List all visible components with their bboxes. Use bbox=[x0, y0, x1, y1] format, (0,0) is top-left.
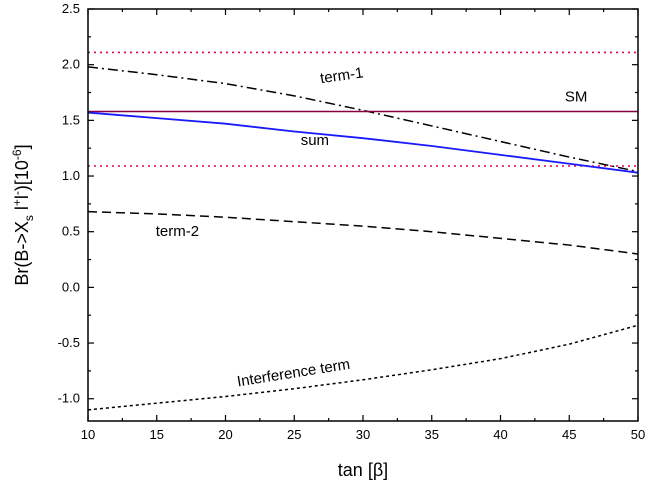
y-tick-label: 0.5 bbox=[62, 224, 80, 239]
x-tick-label: 35 bbox=[425, 427, 439, 442]
x-tick-label: 15 bbox=[150, 427, 164, 442]
y-tick-label: 2.0 bbox=[62, 57, 80, 72]
y-axis-title: Br(B->Xs l+l-)[10-6] bbox=[10, 144, 36, 285]
annotation-term-2: term-2 bbox=[156, 223, 199, 240]
y-title-sup-minus: - bbox=[10, 191, 24, 195]
x-tick-label: 30 bbox=[356, 427, 370, 442]
x-tick-label: 40 bbox=[493, 427, 507, 442]
y-tick-label: 1.5 bbox=[62, 112, 80, 127]
axes: 10 15 20 25 30 35 40 45 50 -1.0 -0.5 0.0 0.5 1.0 1.5 2.… bbox=[58, 1, 646, 442]
x-tick-label: 20 bbox=[218, 427, 232, 442]
y-tick-label: 2.5 bbox=[62, 1, 80, 16]
y-title-sup-plus: + bbox=[10, 199, 24, 206]
x-tick-label: 10 bbox=[81, 427, 95, 442]
y-tick-label: 0.0 bbox=[62, 279, 80, 294]
series-sum bbox=[87, 111, 639, 174]
series-term-2 bbox=[87, 210, 639, 255]
y-title-sub-s: s bbox=[22, 215, 36, 221]
annotation-interference-term: Interference term bbox=[236, 356, 351, 391]
y-title-end: )[10 bbox=[12, 160, 32, 191]
plot-frame bbox=[87, 8, 639, 422]
annotation-sum: sum bbox=[301, 132, 329, 149]
x-tick-label: 25 bbox=[287, 427, 301, 442]
y-tick-label: -0.5 bbox=[58, 335, 80, 350]
y-title-base: Br(B->X bbox=[12, 221, 32, 286]
plot-content: term-1 SM sum term-2 Interference term bbox=[87, 51, 639, 411]
y-tick-label: -1.0 bbox=[58, 391, 80, 406]
y-tick-label: 1.0 bbox=[62, 168, 80, 183]
series-interference-term bbox=[87, 324, 639, 411]
y-title-mid: l bbox=[12, 195, 32, 199]
x-axis-title: tan [β] bbox=[338, 460, 388, 480]
y-title-rest: l bbox=[12, 206, 32, 215]
y-title-sup-exp: -6 bbox=[10, 149, 24, 160]
annotation-sm: SM bbox=[565, 88, 588, 105]
x-tick-label: 45 bbox=[562, 427, 576, 442]
y-title-close: ] bbox=[12, 144, 32, 149]
annotation-term-1: term-1 bbox=[319, 64, 364, 87]
series-term-1 bbox=[87, 66, 639, 173]
x-tick-label: 50 bbox=[631, 427, 645, 442]
